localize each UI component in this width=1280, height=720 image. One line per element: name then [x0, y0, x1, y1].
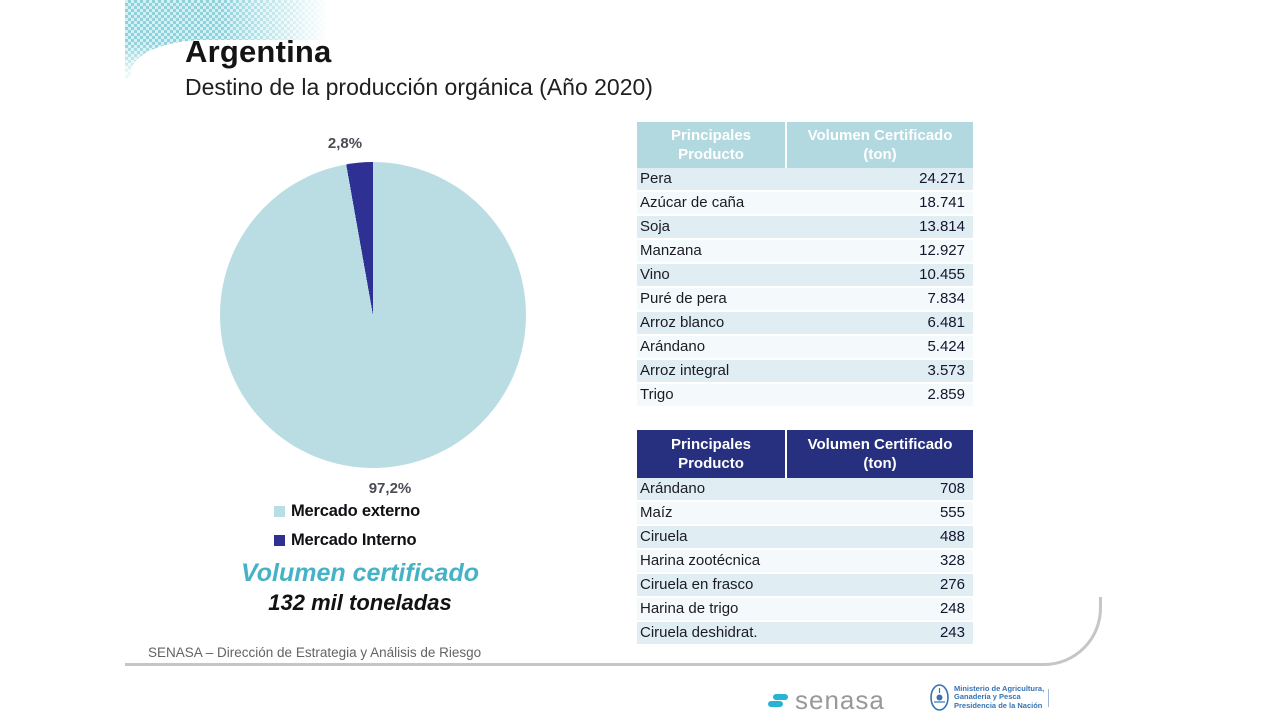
- value-cell: 12.927: [919, 242, 965, 259]
- pie-label-externo: 97,2%: [368, 480, 412, 497]
- table-row: Arroz integral 3.573: [637, 360, 973, 384]
- value-cell: 328: [939, 552, 965, 569]
- table-row: Azúcar de caña 18.741: [637, 192, 973, 216]
- ministry-divider: [1048, 688, 1050, 707]
- pie-legend: Mercado externo Mercado Interno: [274, 497, 420, 555]
- coat-of-arms-icon: [930, 684, 949, 711]
- value-cell: 276: [939, 576, 965, 593]
- senasa-logo-text: senasa: [795, 685, 885, 715]
- ministry-line-1: Ministerio de Agricultura,: [954, 683, 1045, 693]
- value-cell: 10.455: [919, 266, 965, 283]
- product-cell: Harina zootécnica: [640, 552, 761, 569]
- table-row: Harina de trigo 248: [637, 598, 973, 622]
- value-cell: 7.834: [927, 290, 965, 307]
- table-row: Manzana 12.927: [637, 240, 973, 264]
- senasa-icon: [768, 693, 790, 708]
- column-header-volumen: Volumen Certificado (ton): [787, 430, 973, 478]
- value-cell: 18.741: [919, 194, 965, 211]
- table-row: Soja 13.814: [637, 216, 973, 240]
- slide-title: Argentina: [185, 34, 332, 69]
- table-row: Harina zootécnica 328: [637, 550, 973, 574]
- table-row: Maíz 555: [637, 502, 973, 526]
- product-cell: Ciruela: [640, 528, 688, 545]
- pie-chart: [220, 162, 526, 468]
- slide-border: [125, 597, 1102, 666]
- product-cell: Ciruela deshidrat.: [640, 624, 758, 641]
- product-cell: Puré de pera: [640, 290, 727, 307]
- pie-label-interno: 2,8%: [327, 135, 363, 152]
- summary-heading: Volumen certificado: [240, 559, 479, 587]
- table-mercado-externo: Principales Producto Volumen Certificado…: [637, 122, 973, 408]
- table-body: Arándano 708 Maíz 555 Ciruela 488 Harina zooté…: [637, 478, 973, 646]
- product-cell: Arroz blanco: [640, 314, 725, 331]
- column-header-producto: Principales Producto: [637, 122, 787, 168]
- column-header-volumen: Volumen Certificado (ton): [787, 122, 973, 168]
- value-cell: 6.481: [927, 314, 965, 331]
- value-cell: 24.271: [919, 170, 965, 187]
- table-header: Principales Producto Volumen Certificado…: [637, 430, 973, 478]
- product-cell: Arroz integral: [640, 362, 730, 379]
- product-cell: Maíz: [640, 504, 673, 521]
- table-row: Ciruela deshidrat. 243: [637, 622, 973, 646]
- table-row: Ciruela 488: [637, 526, 973, 550]
- legend-item-externo: Mercado externo: [274, 497, 420, 526]
- table-row: Pera 24.271: [637, 168, 973, 192]
- ministry-line-2: Ganadería y Pesca: [954, 692, 1021, 702]
- product-cell: Pera: [640, 170, 672, 187]
- value-cell: 5.424: [927, 338, 965, 355]
- table-row: Vino 10.455: [637, 264, 973, 288]
- value-cell: 243: [939, 624, 965, 641]
- value-cell: 13.814: [919, 218, 965, 235]
- value-cell: 2.859: [927, 386, 965, 403]
- value-cell: 708: [939, 480, 965, 497]
- table-row: Arándano 5.424: [637, 336, 973, 360]
- value-cell: 555: [939, 504, 965, 521]
- table-body: Pera 24.271 Azúcar de caña 18.741 Soja 13.814…: [637, 168, 973, 408]
- ministry-text: Ministerio de Agricultura, Ganadería y P…: [954, 683, 1045, 711]
- product-cell: Ciruela en frasco: [640, 576, 754, 593]
- product-cell: Azúcar de caña: [640, 194, 745, 211]
- value-cell: 488: [939, 528, 965, 545]
- column-header-producto: Principales Producto: [637, 430, 787, 478]
- table-header: Principales Producto Volumen Certificado…: [637, 122, 973, 168]
- product-cell: Arándano: [640, 480, 706, 497]
- ministry-line-3: Presidencia de la Nación: [954, 700, 1043, 710]
- product-cell: Harina de trigo: [640, 600, 739, 617]
- legend-item-interno: Mercado Interno: [274, 526, 420, 555]
- corner-curve-decoration: [131, 40, 461, 82]
- product-cell: Vino: [640, 266, 670, 283]
- value-cell: 3.573: [927, 362, 965, 379]
- legend-swatch-externo: [274, 506, 285, 517]
- table-row: Puré de pera 7.834: [637, 288, 973, 312]
- legend-label-externo: Mercado externo: [291, 502, 421, 520]
- product-cell: Manzana: [640, 242, 702, 259]
- source-note: SENASA – Dirección de Estrategia y Análi…: [148, 645, 482, 660]
- product-cell: Trigo: [640, 386, 674, 403]
- table-row: Arándano 708: [637, 478, 973, 502]
- product-cell: Arándano: [640, 338, 706, 355]
- table-mercado-interno: Principales Producto Volumen Certificado…: [637, 430, 973, 646]
- legend-label-interno: Mercado Interno: [291, 531, 417, 549]
- table-row: Arroz blanco 6.481: [637, 312, 973, 336]
- senasa-logo: senasa: [768, 685, 885, 716]
- table-row: Trigo 2.859: [637, 384, 973, 408]
- table-row: Ciruela en frasco 276: [637, 574, 973, 598]
- summary-value: 132 mil toneladas: [268, 590, 452, 615]
- ministry-logo: Ministerio de Agricultura, Ganadería y P…: [930, 683, 1050, 711]
- product-cell: Soja: [640, 218, 671, 235]
- value-cell: 248: [939, 600, 965, 617]
- legend-swatch-interno: [274, 535, 285, 546]
- slide-subtitle: Destino de la producción orgánica (Año 2…: [185, 74, 653, 100]
